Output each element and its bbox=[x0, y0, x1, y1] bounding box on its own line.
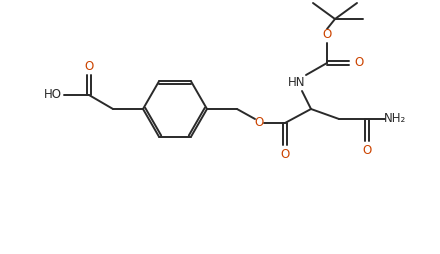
Text: O: O bbox=[323, 27, 332, 40]
Text: O: O bbox=[84, 59, 94, 72]
Text: NH₂: NH₂ bbox=[384, 113, 406, 125]
Text: HO: HO bbox=[44, 88, 62, 102]
Text: HN: HN bbox=[288, 76, 306, 89]
Text: O: O bbox=[254, 117, 264, 130]
Text: O: O bbox=[363, 144, 372, 156]
Text: O: O bbox=[354, 56, 363, 70]
Text: O: O bbox=[280, 148, 290, 161]
